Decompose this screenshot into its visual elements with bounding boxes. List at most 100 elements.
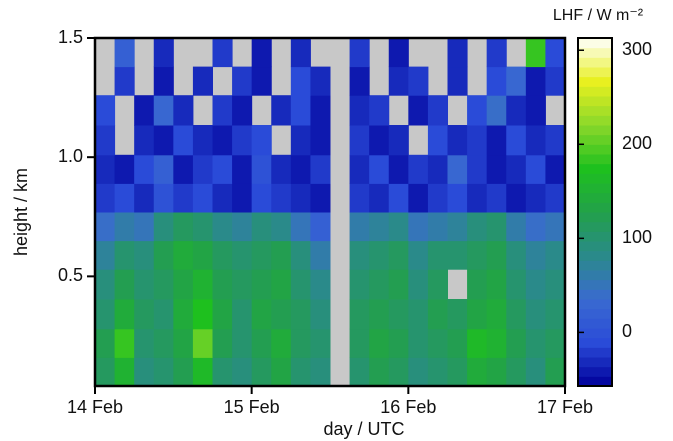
heatmap-cell: [134, 154, 155, 184]
heatmap-cell: [467, 95, 488, 126]
colorbar-step: [578, 250, 612, 261]
heatmap-cell: [173, 357, 194, 387]
heatmap-cell: [232, 66, 253, 96]
colorbar-step: [578, 202, 612, 213]
heatmap-cell: [506, 240, 527, 270]
heatmap-cell: [95, 328, 116, 358]
heatmap-cell: [525, 240, 546, 270]
heatmap-cell: [153, 240, 174, 270]
heatmap-cell: [467, 357, 488, 387]
colorbar-step: [578, 183, 612, 194]
colorbar-step: [578, 134, 612, 145]
heatmap-cell: [290, 95, 311, 126]
heatmap-cell: [212, 125, 233, 156]
colorbar-tick-label: 0: [622, 321, 632, 341]
colorbar-step: [578, 163, 612, 174]
heatmap-cell: [525, 66, 546, 96]
heatmap-cell: [349, 212, 370, 242]
heatmap-cell: [506, 269, 527, 300]
heatmap-cell: [388, 66, 409, 96]
heatmap-cell: [310, 95, 331, 126]
heatmap-cell: [525, 154, 546, 184]
heatmap-cell: [192, 357, 213, 387]
x-tick-label: 14 Feb: [67, 397, 123, 417]
heatmap-cell: [173, 95, 194, 126]
heatmap-cell: [369, 328, 390, 358]
heatmap-cell: [192, 66, 213, 96]
heatmap-cell: [545, 269, 566, 300]
heatmap-cell: [232, 328, 253, 358]
heatmap-cell: [114, 154, 135, 184]
heatmap-cell: [525, 125, 546, 156]
heatmap-cell: [310, 154, 331, 184]
heatmap-cell: [349, 66, 370, 96]
heatmap-cell: [95, 357, 116, 387]
heatmap-cell: [408, 212, 429, 242]
heatmap-cell: [408, 357, 429, 387]
heatmap-cell: [251, 357, 272, 387]
heatmap-cell: [349, 38, 370, 68]
heatmap-cell: [134, 357, 155, 387]
heatmap-cell: [212, 212, 233, 242]
heatmap-cell: [271, 357, 292, 387]
heatmap-cell: [369, 125, 390, 156]
heatmap-cell: [388, 357, 409, 387]
colorbar-step: [578, 173, 612, 184]
heatmap-cell: [408, 95, 429, 126]
heatmap-cell: [486, 328, 507, 358]
heatmap-cell: [212, 154, 233, 184]
heatmap-cell: [290, 328, 311, 358]
heatmap-cell: [486, 183, 507, 213]
heatmap-cell: [388, 299, 409, 330]
heatmap-cell: [486, 125, 507, 156]
heatmap-cell: [467, 269, 488, 300]
heatmap-cell: [232, 240, 253, 270]
heatmap-cell: [408, 154, 429, 184]
heatmap-cell: [408, 66, 429, 96]
colorbar-step: [578, 125, 612, 136]
heatmap-cell: [192, 328, 213, 358]
colorbar-step: [578, 221, 612, 232]
heatmap-cell: [95, 154, 116, 184]
colorbar-step: [578, 154, 612, 165]
heatmap-cell: [427, 269, 448, 300]
heatmap-cell: [310, 269, 331, 300]
heatmap-cell: [153, 357, 174, 387]
heatmap-cell: [114, 269, 135, 300]
heatmap-cell: [212, 299, 233, 330]
heatmap-cell: [369, 212, 390, 242]
heatmap-cell: [447, 328, 468, 358]
heatmap-cell: [447, 183, 468, 213]
heatmap-cell: [310, 328, 331, 358]
heatmap-cell: [251, 66, 272, 96]
heatmap-cell: [153, 95, 174, 126]
heatmap-cell: [349, 240, 370, 270]
colorbar-step: [578, 38, 612, 49]
heatmap-cell: [310, 212, 331, 242]
colorbar-step: [578, 76, 612, 87]
heatmap-cell: [310, 357, 331, 387]
heatmap-cell: [525, 38, 546, 68]
heatmap-cell: [153, 125, 174, 156]
heatmap-cell: [349, 154, 370, 184]
colorbar-step: [578, 47, 612, 58]
heatmap-cell: [467, 240, 488, 270]
heatmap-cell: [173, 328, 194, 358]
heatmap-cell: [173, 299, 194, 330]
heatmap-cell: [290, 66, 311, 96]
heatmap-cell: [251, 183, 272, 213]
heatmap-cell: [251, 38, 272, 68]
heatmap-cell: [408, 269, 429, 300]
heatmap-cell: [369, 183, 390, 213]
heatmap-cell: [212, 357, 233, 387]
heatmap-cell: [290, 357, 311, 387]
heatmap-cell: [447, 125, 468, 156]
heatmap-cell: [408, 240, 429, 270]
heatmap-cell: [486, 240, 507, 270]
heatmap-cell: [251, 269, 272, 300]
heatmap-cell: [134, 328, 155, 358]
heatmap-cell: [525, 212, 546, 242]
heatmap-cell: [506, 154, 527, 184]
heatmap-cell: [506, 328, 527, 358]
